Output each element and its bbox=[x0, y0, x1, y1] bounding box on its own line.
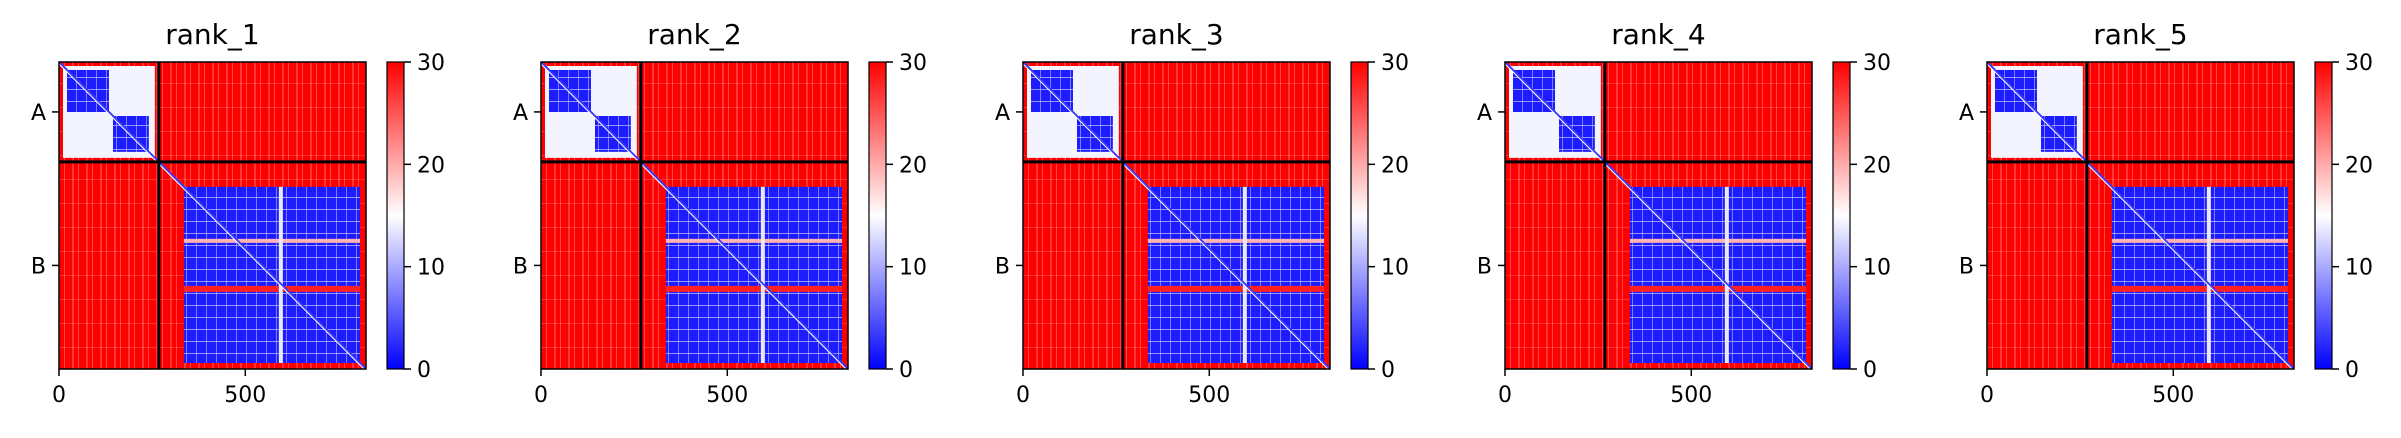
y-tick-label: B bbox=[31, 254, 46, 279]
chain-b-stripe-1 bbox=[183, 238, 360, 243]
colorbar-tick-label: 0 bbox=[2345, 358, 2359, 383]
chain-b-stripe-2 bbox=[1629, 285, 1806, 292]
y-tick-label: A bbox=[995, 101, 1010, 126]
x-tick-label: 500 bbox=[224, 383, 266, 408]
x-tick-label: 0 bbox=[1498, 383, 1512, 408]
x-tick-label: 0 bbox=[1980, 383, 1994, 408]
panel-title: rank_1 bbox=[165, 18, 259, 51]
diagonal-highlight bbox=[58, 63, 365, 370]
chain-b-stripe-2 bbox=[183, 285, 360, 292]
x-tick-label: 0 bbox=[534, 383, 548, 408]
chain-b-stripe-2 bbox=[1147, 285, 1324, 292]
colorbar-tick-label: 0 bbox=[417, 358, 431, 383]
colorbar-tick-label: 10 bbox=[417, 256, 445, 281]
colorbar-tick-label: 0 bbox=[1381, 358, 1395, 383]
diagonal-line bbox=[1022, 61, 1331, 370]
chain-b-stripe-3 bbox=[1242, 186, 1247, 363]
y-tick-label: B bbox=[1959, 254, 1974, 279]
colorbar-frame bbox=[2314, 61, 2333, 370]
chain-b-stripe-3 bbox=[2206, 186, 2211, 363]
colorbar-tick-label: 0 bbox=[899, 358, 913, 383]
colorbar-frame bbox=[868, 61, 887, 370]
axes-frame bbox=[540, 61, 849, 370]
colorbar-tick-label: 20 bbox=[899, 153, 927, 178]
colorbar-frame bbox=[1350, 61, 1369, 370]
panel-1: rank_1 0 500 A B 0 10 20 30 bbox=[31, 18, 445, 408]
colorbar bbox=[869, 62, 886, 369]
colorbar-tick-label: 10 bbox=[1381, 256, 1409, 281]
chain-b-stripe-1 bbox=[2111, 238, 2288, 243]
y-tick-label: A bbox=[1959, 101, 1974, 126]
diagonal-line bbox=[540, 61, 849, 370]
diagonal-highlight bbox=[1022, 63, 1329, 370]
colorbar bbox=[2315, 62, 2332, 369]
axes-frame bbox=[58, 61, 367, 370]
axes-frame bbox=[1986, 61, 2295, 370]
panel-2: rank_2 0 500 A B 0 10 20 30 bbox=[513, 18, 927, 408]
colorbar-tick-label: 10 bbox=[1863, 256, 1891, 281]
colorbar-frame bbox=[1832, 61, 1851, 370]
chain-b-stripe-3 bbox=[760, 186, 765, 363]
chain-b-stripe-3 bbox=[278, 186, 283, 363]
diagonal-highlight bbox=[540, 63, 847, 370]
colorbar bbox=[1833, 62, 1850, 369]
panel-title: rank_2 bbox=[647, 18, 741, 51]
y-tick-label: A bbox=[31, 101, 46, 126]
x-tick-label: 0 bbox=[1016, 383, 1030, 408]
colorbar-tick-label: 30 bbox=[2345, 51, 2373, 76]
chain-b-stripe-2 bbox=[665, 285, 842, 292]
chain-b-stripe-3 bbox=[1724, 186, 1729, 363]
diagonal-highlight bbox=[1504, 63, 1811, 370]
colorbar-tick-label: 20 bbox=[1381, 153, 1409, 178]
colorbar-tick-label: 20 bbox=[417, 153, 445, 178]
axes-frame bbox=[1022, 61, 1331, 370]
colorbar-tick-label: 20 bbox=[2345, 153, 2373, 178]
panel-3: rank_3 0 500 A B 0 10 20 30 bbox=[995, 18, 1409, 408]
colorbar bbox=[387, 62, 404, 369]
colorbar-frame bbox=[386, 61, 405, 370]
diagonal-highlight bbox=[1986, 63, 2293, 370]
panel-title: rank_5 bbox=[2093, 18, 2187, 51]
diagonal-line bbox=[1504, 61, 1813, 370]
x-tick-label: 500 bbox=[1670, 383, 1712, 408]
axes-frame bbox=[1504, 61, 1813, 370]
colorbar-tick-label: 30 bbox=[899, 51, 927, 76]
chain-b-stripe-2 bbox=[2111, 285, 2288, 292]
x-tick-label: 500 bbox=[2152, 383, 2194, 408]
colorbar-tick-label: 10 bbox=[2345, 256, 2373, 281]
y-tick-label: B bbox=[513, 254, 528, 279]
y-tick-label: A bbox=[1477, 101, 1492, 126]
colorbar-tick-label: 30 bbox=[417, 51, 445, 76]
x-tick-label: 0 bbox=[52, 383, 66, 408]
panel-title: rank_3 bbox=[1129, 18, 1223, 51]
colorbar-tick-label: 30 bbox=[1381, 51, 1409, 76]
colorbar-tick-label: 20 bbox=[1863, 153, 1891, 178]
x-tick-label: 500 bbox=[1188, 383, 1230, 408]
chain-b-stripe-1 bbox=[1147, 238, 1324, 243]
diagonal-line bbox=[58, 61, 367, 370]
colorbar-tick-label: 30 bbox=[1863, 51, 1891, 76]
y-tick-label: B bbox=[995, 254, 1010, 279]
chain-b-stripe-1 bbox=[665, 238, 842, 243]
panel-4: rank_4 0 500 A B 0 10 20 30 bbox=[1477, 18, 1891, 408]
diagonal-line bbox=[1986, 61, 2295, 370]
chain-b-stripe-1 bbox=[1629, 238, 1806, 243]
colorbar-tick-label: 10 bbox=[899, 256, 927, 281]
x-tick-label: 500 bbox=[706, 383, 748, 408]
y-tick-label: A bbox=[513, 101, 528, 126]
colorbar-tick-label: 0 bbox=[1863, 358, 1877, 383]
panel-title: rank_4 bbox=[1611, 18, 1705, 51]
colorbar bbox=[1351, 62, 1368, 369]
y-tick-label: B bbox=[1477, 254, 1492, 279]
panel-5: rank_5 0 500 A B 0 10 20 30 bbox=[1959, 18, 2373, 408]
